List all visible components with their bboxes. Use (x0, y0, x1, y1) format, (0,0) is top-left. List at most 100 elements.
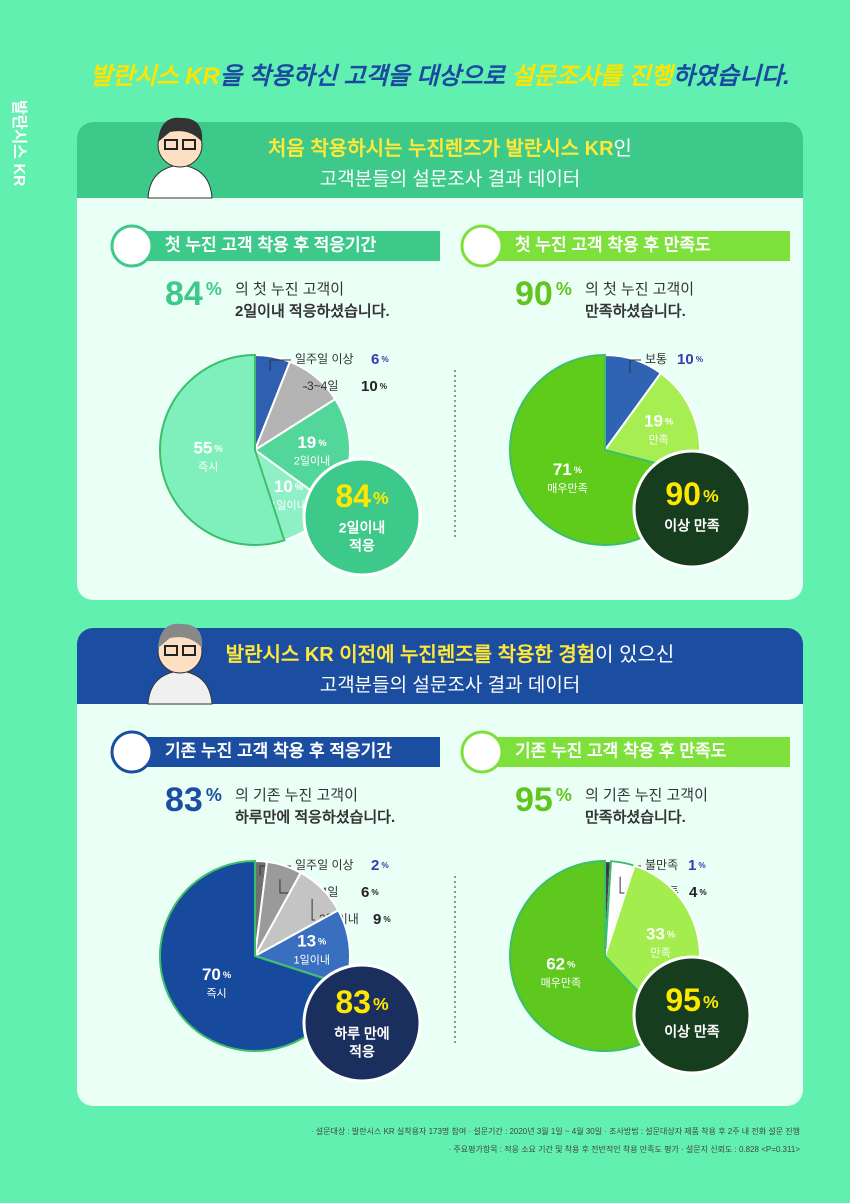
value: 19 (644, 412, 663, 431)
unit: % (371, 888, 379, 897)
unit: % (214, 444, 223, 454)
glasses (182, 645, 196, 656)
slice-category: 2일이내 (294, 454, 330, 468)
value: 19 (297, 433, 316, 452)
unit: % (703, 992, 719, 1012)
summary-text: 하루만에 적응하셨습니다. (235, 808, 395, 826)
value-label: 70% (202, 965, 232, 984)
panel-icon (460, 730, 504, 774)
value-label: 2% (371, 857, 389, 874)
glasses (164, 645, 178, 656)
panel-icon (110, 224, 154, 268)
summary-value: 84% (165, 275, 222, 313)
panel-title-bar (475, 231, 790, 261)
value-label: 9% (373, 911, 391, 928)
headline-part: 을 착용하신 고객을 대상으로 (220, 63, 512, 90)
value: 90 (665, 476, 701, 512)
headline: 발란시스 KR을 착용하신 고객을 대상으로 설문조사를 진행하였습니다. (90, 63, 790, 90)
panel-icon (110, 730, 154, 774)
panel-title: 첫 누진 고객 착용 후 적응기간 (165, 234, 377, 254)
value: 10 (677, 351, 694, 368)
summary-text: 의 첫 누진 고객이 (235, 281, 344, 298)
slice-category: 1일이내 (294, 953, 330, 967)
value: 2 (371, 857, 379, 874)
badge-text: 적응 (349, 538, 375, 554)
value: 84 (335, 478, 371, 514)
badge (302, 963, 422, 1083)
card-subtitle: 고객분들의 설문조사 결과 데이터 (320, 674, 581, 696)
value: 33 (646, 925, 665, 944)
panel-title-bar (125, 231, 440, 261)
badge-text: 하루 만에 (334, 1026, 389, 1042)
card-title-part: 이 있으신 (595, 643, 674, 666)
badge-text: 이상 만족 (664, 518, 720, 534)
pie-slice (159, 353, 286, 546)
glasses (182, 139, 196, 150)
slice-category: 매우만족 (547, 482, 587, 495)
summary-text: 의 기존 누진 고객이 (235, 787, 358, 804)
unit: % (223, 970, 232, 980)
character-hair (158, 623, 203, 648)
unit: % (318, 438, 327, 448)
leader-line (629, 359, 641, 374)
panel-title: 기존 누진 고객 착용 후 적응기간 (165, 740, 392, 760)
panel-title-bar (475, 737, 790, 767)
summary-text: 의 첫 누진 고객이 (585, 281, 694, 298)
value-label: 33% (646, 925, 676, 944)
unit: % (373, 994, 389, 1014)
pie-slice (509, 859, 672, 1052)
value-label: 90% (665, 476, 719, 512)
unit: % (373, 488, 389, 508)
footnote: · 설문대상 : 발란시스 KR 실착용자 173명 참여 · 설문기간 : 2… (311, 1126, 800, 1136)
value-label: 1% (688, 857, 706, 874)
value-label: 83% (335, 984, 389, 1020)
card-title-part: 인 (614, 137, 632, 160)
unit: % (698, 861, 706, 870)
slice-category: 매우만족 (541, 976, 581, 989)
value-label: 62% (546, 955, 576, 974)
unit: % (703, 486, 719, 506)
value-label: 19% (644, 412, 674, 431)
badge-text: 이상 만족 (664, 1024, 720, 1040)
headline-part: 설문조사를 진행 (511, 63, 675, 90)
badge-text: 적응 (349, 1044, 375, 1060)
value: 70 (202, 965, 221, 984)
value: 6 (371, 351, 379, 368)
headline-part: 발란시스 KR (90, 63, 220, 90)
unit: % (383, 915, 391, 924)
summary-value: 95% (515, 781, 572, 819)
value-label: 19% (297, 433, 327, 452)
unit: % (696, 355, 704, 364)
footnote: · 주요평가항목 : 적응 소요 기간 및 착용 후 전반적인 착용 만족도 평… (449, 1144, 801, 1154)
slice-category: 일주일 이상 (295, 858, 354, 872)
value-label: 95% (665, 982, 719, 1018)
unit: % (318, 937, 327, 947)
summary-text: 만족하셨습니다. (585, 303, 686, 320)
panel-icon (460, 224, 504, 268)
summary-value: 90% (515, 275, 572, 313)
value-label: 84% (335, 478, 389, 514)
value: 95 (665, 982, 701, 1018)
headline-part: 하였습니다. (673, 63, 790, 90)
unit: % (567, 960, 576, 970)
leader-line (311, 898, 315, 921)
summary-text: 만족하셨습니다. (585, 809, 686, 826)
value: 9 (373, 911, 381, 928)
slice-category: 즉시 (198, 461, 218, 473)
unit: % (665, 417, 674, 427)
summary-text: 의 기존 누진 고객이 (585, 787, 708, 804)
slice-category: 만족 (651, 946, 671, 959)
slice-category: 만족 (649, 434, 669, 447)
slice-category: 3~4일 (307, 379, 338, 393)
unit: % (667, 930, 676, 940)
card-subtitle: 고객분들의 설문조사 결과 데이터 (320, 168, 581, 190)
value-label: 10% (677, 351, 704, 368)
panel-title: 기존 누진 고객 착용 후 만족도 (515, 740, 727, 760)
value: 1 (688, 857, 696, 874)
panel-title: 첫 누진 고객 착용 후 만족도 (515, 234, 711, 254)
unit: % (556, 785, 572, 805)
value: 4 (689, 884, 698, 901)
value: 10 (361, 378, 378, 395)
value-label: 6% (371, 351, 389, 368)
value-label: 4% (689, 884, 707, 901)
